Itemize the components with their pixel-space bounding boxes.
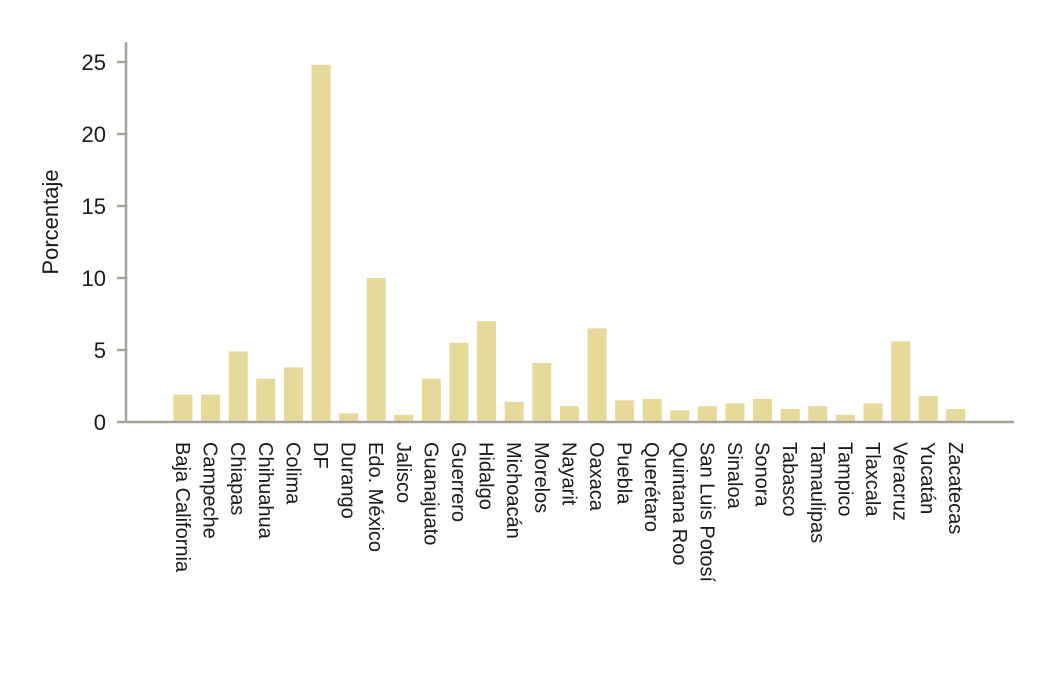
y-axis-title: Porcentaje: [38, 169, 63, 274]
x-category-label: Yucatán: [916, 442, 938, 514]
x-category-label: Chihuahua: [254, 442, 276, 540]
x-category-label: Durango: [337, 442, 359, 519]
bar: [449, 342, 469, 422]
bar: [201, 394, 221, 422]
y-tick-label: 0: [94, 410, 106, 435]
x-category-label: DF: [309, 442, 331, 469]
bar: [394, 414, 414, 422]
x-category-label: Oaxaca: [585, 442, 607, 512]
bar: [835, 414, 855, 422]
x-category-label: Querétaro: [640, 442, 662, 532]
y-tick-label: 10: [82, 266, 106, 291]
x-category-label: Tamaulipas: [806, 442, 828, 543]
x-category-label: Tlaxcala: [861, 442, 883, 517]
bar: [366, 278, 386, 422]
bars-group: [173, 64, 966, 422]
bar: [863, 403, 883, 422]
bar: [532, 362, 552, 422]
x-category-label: Jalisco: [392, 442, 414, 503]
bar: [891, 341, 911, 422]
y-tick-label: 25: [82, 50, 106, 75]
bar: [173, 394, 193, 422]
y-tick-label: 5: [94, 338, 106, 363]
bar: [559, 406, 579, 422]
x-category-label: Hidalgo: [475, 442, 497, 510]
y-tick-label: 20: [82, 122, 106, 147]
x-category-label: Zacatecas: [944, 442, 966, 534]
x-category-label: Guerrero: [447, 442, 469, 522]
x-category-label: Michoacán: [502, 442, 524, 539]
bar: [421, 378, 441, 422]
x-axis-labels: Baja California Campeche Chiapas Chihuahua C…: [171, 442, 966, 583]
bar: [339, 413, 359, 422]
x-category-label: Nayarit: [557, 442, 579, 506]
x-category-label: Edo. México: [364, 442, 386, 552]
bar: [753, 398, 773, 422]
bar: [504, 401, 524, 422]
x-category-label: Veracruz: [889, 442, 911, 521]
y-axis-ticks: 0 5 10 15 20 25: [82, 50, 126, 435]
x-category-label: San Luis Potosí: [695, 442, 717, 583]
bar: [725, 403, 745, 422]
x-category-label: Sinaloa: [723, 442, 745, 510]
bar: [311, 64, 331, 422]
y-tick-label: 15: [82, 194, 106, 219]
bar: [780, 409, 800, 422]
bar: [477, 321, 497, 422]
bar: [808, 406, 828, 422]
x-category-label: Tabasco: [778, 442, 800, 517]
bar: [642, 398, 662, 422]
bar: [670, 410, 690, 422]
bar: [283, 367, 303, 422]
x-category-label: Guanajuato: [419, 442, 441, 545]
x-category-label: Tampico: [833, 442, 855, 516]
x-category-label: Baja California: [171, 442, 193, 573]
x-category-label: Chiapas: [226, 442, 248, 515]
bar: [946, 409, 966, 422]
x-category-label: Sonora: [751, 442, 773, 507]
x-category-label: Campeche: [199, 442, 221, 539]
bar: [615, 400, 635, 422]
x-category-label: Quintana Roo: [668, 442, 690, 565]
x-category-label: Colima: [281, 442, 303, 505]
x-category-label: Morelos: [530, 442, 552, 513]
bar: [918, 396, 938, 422]
bar: [228, 351, 248, 422]
x-category-label: Puebla: [613, 442, 635, 505]
bar: [587, 328, 607, 422]
bar: [256, 378, 276, 422]
bar: [697, 406, 717, 422]
